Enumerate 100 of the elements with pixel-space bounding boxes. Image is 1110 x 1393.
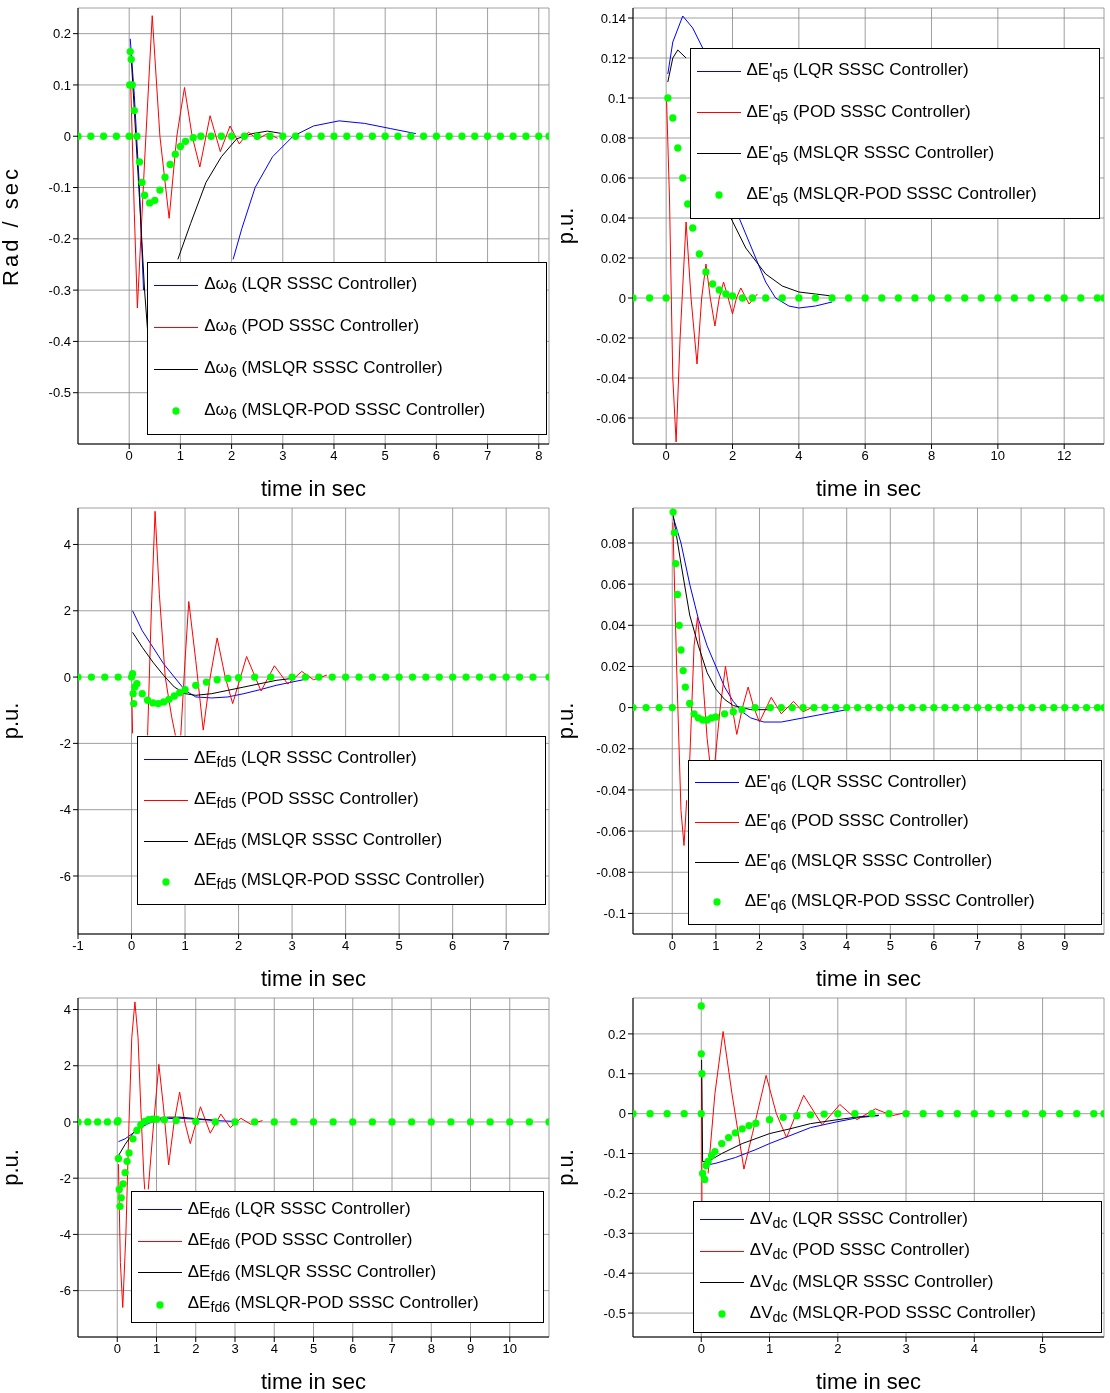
x-axis-title: time in sec: [815, 966, 922, 991]
legend-label: Δω$_{6}$ (POD SSSC Controller): [204, 316, 420, 339]
y-tick-label: 0: [618, 1106, 626, 1122]
legend-label: ΔV$_{dc}$ (LQR SSSC Controller): [749, 1208, 968, 1232]
x-tick-label: 1: [181, 938, 189, 954]
x-tick-label: 10: [990, 448, 1006, 464]
y-axis-title: Rad / sec: [0, 166, 23, 286]
legend-label: ΔV$_{dc}$ (POD SSSC Controller): [749, 1240, 970, 1263]
y-tick-label: 0.2: [52, 26, 71, 42]
y-tick-label: -0.04: [596, 370, 626, 386]
x-tick-label: 0: [697, 1341, 705, 1357]
legend-label: ΔE$_{fd6}$ (POD SSSC Controller): [187, 1230, 413, 1253]
legend-label: ΔE$_{fd5}$ (LQR SSSC Controller): [193, 748, 417, 771]
x-tick-label: 4: [330, 448, 338, 464]
x-axis-title: time in sec: [260, 1369, 367, 1393]
y-tick-label: -2: [59, 735, 71, 751]
x-axis-title: time in sec: [260, 966, 367, 991]
x-tick-label: 7: [502, 938, 510, 954]
x-tick-label: 2: [234, 938, 243, 954]
x-axis-title: time in sec: [815, 476, 922, 501]
y-tick-label: -0.1: [48, 180, 71, 196]
y-tick-label: 0.08: [600, 130, 626, 146]
y-tick-label: 0.1: [607, 1066, 626, 1082]
x-tick-label: 3: [279, 448, 287, 464]
x-tick-label: 8: [927, 448, 936, 464]
x-tick-label: 3: [902, 1341, 910, 1357]
legend-label: ΔE$_{fd5}$ (MSLQR SSSC Controller): [193, 829, 443, 853]
x-axis-title: time in sec: [260, 476, 367, 501]
legend-label: ΔE'$_{q5}$ (MSLQR-POD SSSC Controller): [746, 183, 1037, 207]
x-tick-label: 4: [270, 1341, 278, 1357]
y-tick-label: 4: [63, 537, 71, 553]
legend-label: ΔE$_{fd5}$ (MSLQR-POD SSSC Controller): [193, 870, 485, 893]
x-tick-label: 2: [728, 448, 737, 464]
legend-label: ΔE$_{fd6}$ (MSLQR-POD SSSC Controller): [187, 1293, 479, 1316]
x-tick-label: 6: [349, 1341, 357, 1357]
legend-label: ΔE'$_{q6}$ (LQR SSSC Controller): [744, 771, 967, 795]
x-tick-label: 8: [427, 1341, 435, 1357]
y-tick-label: 0: [618, 290, 626, 306]
x-tick-label: 0: [113, 1341, 121, 1357]
y-tick-label: -0.04: [596, 782, 626, 798]
y-tick-label: 0: [618, 700, 626, 716]
x-tick-label: 5: [309, 1341, 318, 1357]
y-tick-label: -0.02: [596, 741, 626, 757]
y-tick-label: 0: [63, 1114, 71, 1130]
y-tick-label: 0.02: [600, 250, 626, 266]
x-axis-title: time in sec: [815, 1369, 922, 1393]
x-tick-label: 9: [466, 1341, 475, 1357]
y-tick-label: -0.3: [48, 282, 71, 298]
legend-label: ΔV$_{dc}$ (MSLQR SSSC Controller): [749, 1271, 994, 1295]
y-tick-label: -6: [59, 868, 71, 884]
y-tick-label: 4: [63, 1002, 71, 1018]
legend-label: ΔE$_{fd6}$ (MSLQR SSSC Controller): [187, 1261, 437, 1285]
x-tick-label: 6: [432, 448, 440, 464]
legend-label: Δω$_{6}$ (LQR SSSC Controller): [204, 274, 418, 297]
x-tick-label: 8: [535, 448, 543, 464]
y-axis-title: p.u.: [0, 702, 23, 740]
y-tick-label: 0.04: [600, 617, 626, 633]
y-axis-title: p.u.: [552, 702, 578, 740]
y-tick-label: 0.02: [600, 659, 626, 675]
x-tick-label: 7: [973, 938, 982, 954]
y-tick-label: 2: [63, 603, 71, 619]
y-tick-label: -0.5: [603, 1305, 626, 1321]
y-tick-label: 0.2: [607, 1026, 626, 1042]
legend-label: ΔE'$_{q5}$ (MSLQR SSSC Controller): [746, 142, 995, 166]
y-tick-label: -6: [59, 1283, 71, 1299]
y-tick-label: -0.02: [596, 330, 626, 346]
y-tick-label: -0.2: [48, 231, 71, 247]
legend-label: ΔE'$_{q6}$ (MSLQR-POD SSSC Controller): [744, 890, 1035, 913]
legend-label: ΔV$_{dc}$ (MSLQR-POD SSSC Controller): [749, 1303, 1036, 1326]
legend-label: ΔE$_{fd5}$ (POD SSSC Controller): [193, 789, 419, 812]
y-tick-label: 0: [63, 128, 71, 144]
x-tick-label: 5: [381, 448, 389, 464]
y-tick-label: -0.3: [603, 1225, 626, 1241]
y-tick-label: -2: [59, 1170, 71, 1186]
y-tick-label: -0.08: [596, 864, 626, 880]
y-axis-title: p.u.: [0, 1149, 23, 1186]
x-tick-label: 6: [861, 448, 869, 464]
x-tick-label: 5: [886, 938, 894, 954]
x-tick-label: 4: [342, 938, 350, 954]
legend-label: ΔE'$_{q5}$ (POD SSSC Controller): [746, 101, 971, 124]
x-tick-label: 0: [668, 938, 676, 954]
x-tick-label: 5: [1038, 1341, 1047, 1357]
x-tick-label: 1: [176, 448, 185, 464]
y-tick-label: -0.4: [48, 334, 71, 350]
y-tick-label: 0.04: [600, 210, 626, 226]
y-tick-label: 0: [63, 669, 71, 685]
y-tick-label: -0.5: [48, 385, 71, 401]
legend-label: Δω$_{6}$ (MSLQR SSSC Controller): [204, 357, 443, 381]
x-tick-label: 0: [127, 938, 136, 954]
x-tick-label: 2: [834, 1341, 842, 1357]
x-tick-label: 1: [712, 938, 720, 954]
x-tick-label: 4: [795, 448, 803, 464]
legend-label: ΔE'$_{q6}$ (POD SSSC Controller): [744, 811, 969, 834]
x-tick-label: 6: [930, 938, 938, 954]
legend-label: ΔE$_{fd6}$ (LQR SSSC Controller): [187, 1198, 411, 1221]
x-tick-label: 3: [231, 1341, 239, 1357]
y-tick-label: -4: [59, 1227, 71, 1243]
x-tick-label: 10: [502, 1341, 517, 1357]
x-tick-label: 2: [227, 448, 236, 464]
x-tick-label: 3: [799, 938, 807, 954]
